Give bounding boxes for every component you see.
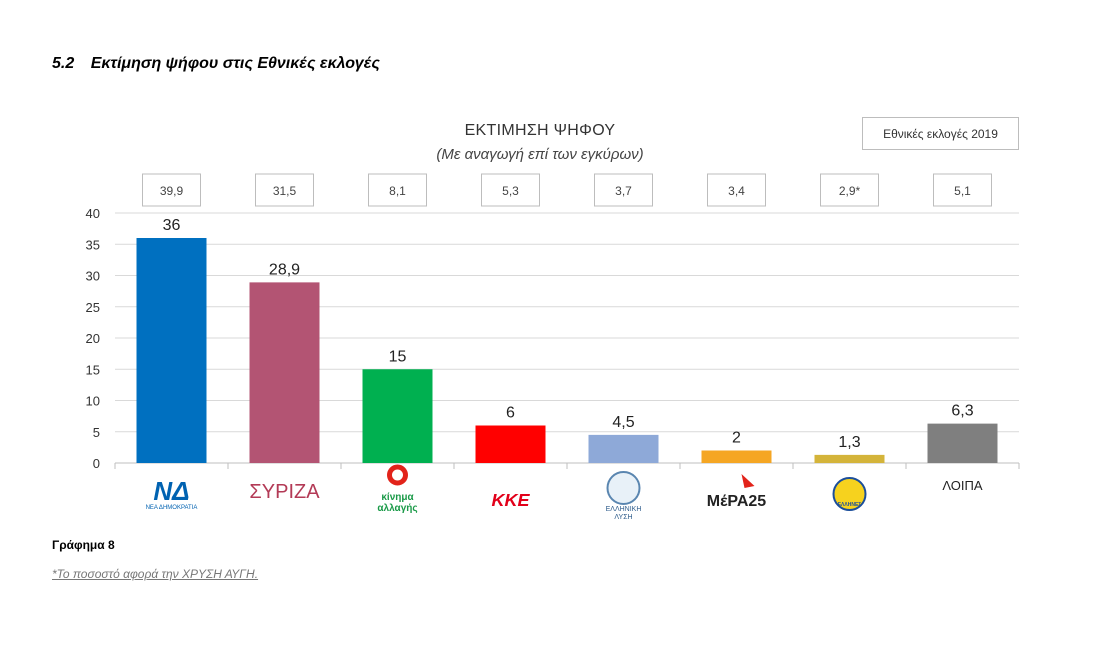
category-logo-ellines — [832, 477, 867, 511]
category-label: αλλαγής — [377, 503, 417, 514]
category-label: ΕΛΛΗΝΕΣ — [838, 502, 862, 508]
category-label: ΛΟΙΠΑ — [942, 478, 983, 493]
data-label: 6,3 — [951, 403, 973, 420]
reference-value-box — [368, 173, 427, 207]
section-title: Εκτίμηση ψήφου στις Εθνικές εκλογές — [90, 55, 380, 72]
bar — [701, 450, 772, 463]
reference-value-box — [820, 173, 879, 207]
reference-value-label: 5,1 — [954, 184, 971, 198]
data-label: 28,9 — [269, 261, 300, 278]
data-label: 36 — [163, 217, 181, 234]
bar — [475, 425, 546, 463]
data-label: 1,3 — [838, 434, 860, 451]
section-number: 5.2 — [52, 55, 75, 72]
bar — [588, 434, 659, 463]
category-logo-mera25 — [741, 474, 755, 488]
data-label: 6 — [506, 405, 515, 422]
reference-legend-box: Εθνικές εκλογές 2019 — [862, 117, 1019, 150]
reference-value-label: 3,4 — [728, 184, 745, 198]
category-label: ΜέΡΑ25 — [707, 493, 766, 510]
reference-value-label: 3,7 — [615, 184, 632, 198]
reference-value-box — [707, 173, 766, 207]
category-logo-el — [606, 471, 641, 505]
chart-subtitle: (Με αναγωγή επί των εγκύρων) — [436, 146, 644, 163]
y-tick-label: 10 — [86, 394, 100, 409]
bar — [814, 454, 885, 463]
reference-value-label: 5,3 — [502, 184, 519, 198]
bar — [249, 282, 320, 463]
category-label: κίνημα — [381, 492, 414, 503]
category-label: ΝΕΑ ΔΗΜΟΚΡΑΤΙΑ — [146, 505, 198, 511]
y-tick-label: 5 — [93, 425, 100, 440]
footnote: *Το ποσοστό αφορά την ΧΡΥΣΗ ΑΥΓΗ. — [52, 567, 259, 581]
reference-legend-label: Εθνικές εκλογές 2019 — [883, 126, 998, 141]
y-tick-label: 25 — [86, 300, 100, 315]
reference-value-box — [594, 173, 653, 207]
data-label: 2 — [732, 430, 741, 447]
category-logo-kinal — [387, 464, 408, 486]
y-tick-label: 35 — [86, 237, 100, 252]
category-label: ΛΥΣΗ — [614, 514, 632, 521]
y-tick-label: 20 — [86, 331, 100, 346]
reference-value-box — [142, 173, 201, 207]
y-tick-label: 0 — [93, 456, 100, 471]
data-label: 15 — [389, 348, 407, 365]
bar — [362, 369, 433, 463]
reference-value-label: 2,9* — [839, 184, 861, 198]
data-label: 4,5 — [612, 414, 634, 431]
reference-value-box — [481, 173, 540, 207]
y-tick-label: 30 — [86, 269, 100, 284]
category-label: ΣΥΡΙΖΑ — [249, 481, 320, 503]
category-logo-nd: ΝΔ — [153, 476, 189, 506]
category-label: ΚΚΕ — [491, 490, 530, 510]
reference-value-label: 39,9 — [160, 184, 184, 198]
chart-title: ΕΚΤΙΜΗΣΗ ΨΗΦΟΥ — [464, 122, 616, 139]
y-tick-label: 40 — [86, 206, 100, 221]
reference-value-box — [933, 173, 992, 207]
section-heading: 5.2 Εκτίμηση ψήφου στις Εθνικές εκλογές — [52, 55, 380, 73]
reference-value-label: 31,5 — [273, 184, 297, 198]
category-label: ΕΛΛΗΝΙΚΗ — [606, 506, 642, 513]
reference-value-label: 8,1 — [389, 184, 406, 198]
bar — [927, 423, 998, 463]
y-tick-label: 15 — [86, 362, 100, 377]
reference-value-box — [255, 173, 314, 207]
bar — [136, 238, 207, 463]
figure-caption: Γράφημα 8 — [52, 538, 115, 552]
